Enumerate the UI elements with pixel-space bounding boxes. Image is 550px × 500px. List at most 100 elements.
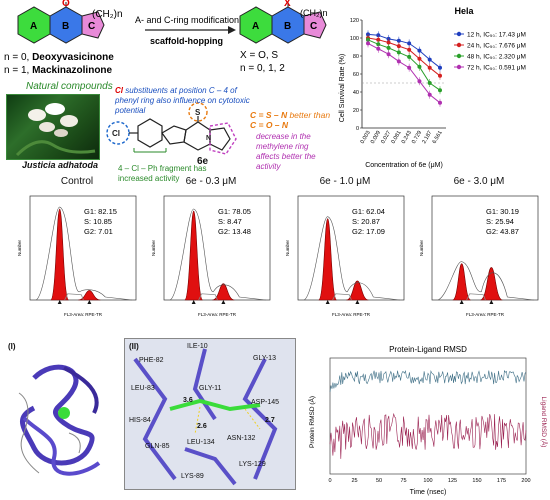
flow-ylabel: Number <box>419 240 424 257</box>
data-point <box>427 92 432 97</box>
s-phase-envelope <box>198 293 218 301</box>
ring-b-label: B <box>62 21 69 32</box>
rmsd-x-tick: 150 <box>472 478 481 484</box>
phase-percentage: G1: 78.05 <box>218 207 251 216</box>
rmsd-x-tick: 75 <box>400 478 406 484</box>
residue-lys129: LYS-129 <box>239 461 266 468</box>
protein-rmsd-line <box>329 369 527 392</box>
data-point <box>396 44 401 49</box>
phase-percentage: S: 10.85 <box>84 217 112 226</box>
rmsd-x-tick: 25 <box>351 478 357 484</box>
data-point <box>396 59 401 64</box>
n1-label: n = 1, <box>4 65 32 76</box>
arrow-top-text: A- and C-ring modification <box>135 15 239 25</box>
flow-ylabel: Number <box>17 240 22 257</box>
flow-panel: Control G1: 82.15 S: 10.85 G2: 7.01 FL3-Area… <box>14 176 140 326</box>
rmsd-xlabel: Time (nsec) <box>410 489 447 496</box>
phase-percentage: G2: 7.01 <box>84 227 113 236</box>
binding-site-view <box>133 348 278 486</box>
rmsd-ylabel-right: Ligand RMSD (Å) <box>540 397 548 448</box>
g2-marker <box>87 300 92 304</box>
phase-percentage: G2: 13.48 <box>218 227 251 236</box>
data-point <box>366 41 370 46</box>
histogram-outline <box>303 216 401 301</box>
compound-6e-sar: S Cl N <box>106 102 237 155</box>
plot-frame <box>431 195 539 301</box>
distance-1: 3.6 <box>183 397 193 404</box>
ligand-rmsd-line <box>329 412 527 459</box>
data-point <box>396 38 401 43</box>
legend-marker <box>456 31 462 37</box>
y-tick-label: 0 <box>356 126 359 132</box>
plot-frame <box>29 195 137 301</box>
ring-b-label-right: B <box>284 21 291 32</box>
y-tick-label: 120 <box>350 18 359 24</box>
legend-marker <box>456 53 462 59</box>
data-point <box>407 54 412 59</box>
rmsd-chart: Protein-Ligand RMSD Protein RMSD (Å) Lig… <box>307 345 548 496</box>
n-values-label: n = 0, 1, 2 <box>240 63 285 74</box>
phase-percentage: G2: 43.87 <box>486 227 519 236</box>
compound-label-6e: 6e <box>197 156 209 167</box>
residue-lys89: LYS-89 <box>181 473 204 480</box>
svg-text:S: S <box>195 108 201 117</box>
residue-gly13: GLY-13 <box>253 355 276 362</box>
pyrrolidine-ring <box>209 127 231 151</box>
plant-name: Justicia adhatoda <box>22 160 99 170</box>
plot-frame <box>163 195 271 301</box>
rmsd-title: Protein-Ligand RMSD <box>389 345 467 354</box>
g1-marker <box>191 300 196 304</box>
phase-percentage: G1: 62.04 <box>352 207 385 216</box>
methylene-highlight <box>209 122 237 155</box>
g1-marker <box>57 300 62 304</box>
arrow-bottom-text: scaffold-hopping <box>150 36 223 46</box>
ring-c-label: C <box>88 21 95 32</box>
histogram-outline <box>169 208 267 301</box>
x-values-label: X = O, S <box>240 50 278 61</box>
data-point <box>427 65 432 70</box>
sar-co-text: C = O – N <box>250 120 289 130</box>
data-point <box>376 37 381 42</box>
plant-photo <box>6 94 100 160</box>
phase-percentage: G2: 17.09 <box>352 227 385 236</box>
histogram-outline <box>437 261 535 301</box>
phase-percentage: G1: 30.19 <box>486 207 519 216</box>
residue-leu134: LEU-134 <box>187 439 215 446</box>
flower-icon <box>15 103 96 157</box>
data-point <box>386 45 391 50</box>
svg-text:N: N <box>206 135 211 142</box>
flow-cytometry-row: Control G1: 82.15 S: 10.85 G2: 7.01 FL3-Area… <box>0 176 550 326</box>
hela-viability-chart: Hela Cell Survival Rate (%) Concentratio… <box>339 6 526 169</box>
g2-marker <box>221 300 226 304</box>
data-point <box>438 73 442 78</box>
n0-label: n = 0, <box>4 52 32 63</box>
data-point <box>417 79 422 84</box>
natural-compounds-label: Natural compounds <box>26 81 113 92</box>
data-point <box>376 33 381 38</box>
s-phase-envelope <box>64 293 84 301</box>
sar-methylene-note: decrease in the methylene ring affects b… <box>256 132 316 171</box>
docking-panel-ii: (II) PHE-82 ILE-10 GLY-13 LEU-83 GLY-11 … <box>124 338 296 490</box>
legend-label: 48 h, IC₅₀: 2.320 μM <box>467 54 526 61</box>
panel-ii-label: (II) <box>129 342 139 351</box>
protein-ribbon-icon <box>18 364 101 476</box>
flow-panel-title: 6e - 1.0 μM <box>319 176 371 187</box>
s-phase-envelope <box>466 293 486 301</box>
chart-title: Hela <box>454 6 474 16</box>
flow-ylabel: Number <box>151 240 156 257</box>
legend-label: 12 h, IC₅₀: 17.43 μM <box>467 32 526 39</box>
sar-4cl-note: 4 – Cl – Ph fragment has increased activ… <box>118 164 207 183</box>
flow-panel-title: 6e - 3.0 μM <box>453 176 505 187</box>
g2-peak <box>480 267 503 301</box>
sar-cl-prefix: Cl <box>115 86 123 95</box>
g2-peak <box>78 290 101 301</box>
chemical-scheme: O A B C (CH₂)n A- and C-ring modificatio… <box>4 0 328 92</box>
rmsd-ylabel-left: Protein RMSD (Å) <box>307 396 316 448</box>
data-point <box>427 81 432 85</box>
g2-peak <box>346 280 369 301</box>
flow-xlabel: FL3-Area: RPE-TR <box>198 312 237 317</box>
x-atom: X <box>284 0 291 9</box>
rmsd-x-tick: 200 <box>521 478 530 484</box>
flow-xlabel: FL3-Area: RPE-TR <box>466 312 505 317</box>
